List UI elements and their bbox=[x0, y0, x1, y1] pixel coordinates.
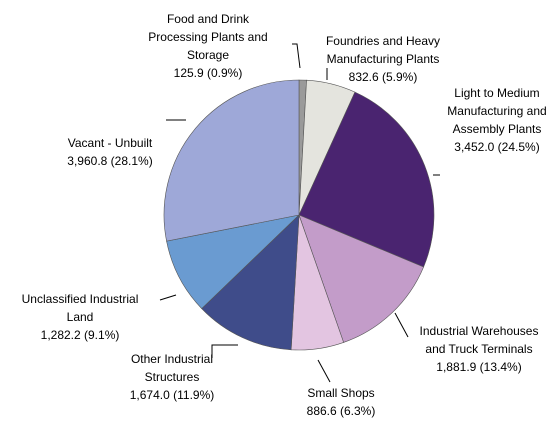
leader-line bbox=[211, 344, 238, 358]
pie-slice bbox=[163, 79, 300, 242]
leader-lines bbox=[159, 43, 440, 383]
leader-line bbox=[159, 294, 177, 301]
value-label: 3,452.0 (24.5%) bbox=[454, 140, 540, 154]
slice-label: Light to Medium Manufacturing and Assemb… bbox=[407, 84, 556, 156]
category-label: Unclassified Industrial Land bbox=[21, 292, 139, 324]
slice-label: Vacant - Unbuilt 3,960.8 (28.1%) bbox=[20, 134, 200, 170]
leader-line bbox=[292, 43, 301, 69]
category-label: Industrial Warehouses and Truck Terminal… bbox=[419, 324, 539, 356]
category-label: Light to Medium Manufacturing and Assemb… bbox=[447, 86, 547, 136]
value-label: 1,674.0 (11.9%) bbox=[129, 388, 215, 402]
category-label: Vacant - Unbuilt bbox=[67, 136, 153, 150]
slice-label: Foundries and Heavy Manufacturing Plants… bbox=[293, 32, 473, 86]
slices bbox=[163, 79, 435, 351]
category-label: Foundries and Heavy Manufacturing Plants bbox=[325, 34, 441, 66]
value-label: 832.6 (5.9%) bbox=[348, 70, 418, 84]
value-label: 886.6 (6.3%) bbox=[306, 404, 376, 418]
slice-label: Industrial Warehouses and Truck Terminal… bbox=[389, 322, 556, 376]
leader-line bbox=[317, 359, 331, 383]
value-label: 1,881.9 (13.4%) bbox=[436, 360, 522, 374]
pie-slice bbox=[298, 214, 424, 343]
slice-label: Unclassified Industrial Land 1,282.2 (9.1… bbox=[0, 290, 170, 344]
value-label: 3,960.8 (28.1%) bbox=[67, 154, 153, 168]
value-label: 1,282.2 (9.1%) bbox=[40, 328, 120, 342]
value-label: 125.9 (0.9%) bbox=[173, 66, 243, 80]
leader-line bbox=[394, 312, 409, 338]
category-label: Other Industrial Structures bbox=[130, 352, 214, 384]
pie-slice bbox=[201, 214, 300, 351]
pie-slice bbox=[298, 91, 435, 268]
category-label: Food and Drink Processing Plants and Sto… bbox=[148, 12, 268, 62]
slice-label: Food and Drink Processing Plants and Sto… bbox=[118, 10, 298, 82]
slice-label: Small Shops 886.6 (6.3%) bbox=[251, 384, 431, 420]
category-label: Small Shops bbox=[307, 386, 375, 400]
slice-label: Other Industrial Structures 1,674.0 (11.9… bbox=[82, 350, 262, 404]
